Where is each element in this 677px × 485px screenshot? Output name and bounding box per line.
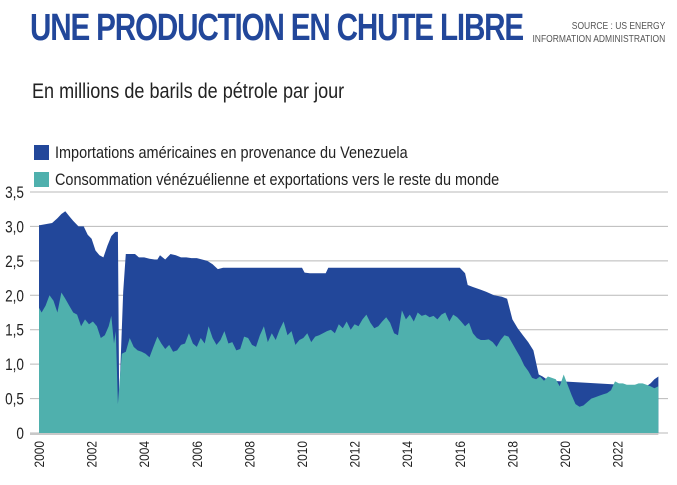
x-tick-label: 2012: [347, 441, 363, 467]
x-tick-label: 2014: [399, 441, 415, 467]
y-tick-label: 2,0: [5, 287, 24, 306]
y-tick-label: 0,5: [5, 390, 24, 409]
chart-areas: [30, 211, 659, 435]
x-tick-label: 2004: [136, 441, 152, 467]
y-tick-label: 0: [16, 425, 24, 444]
legend-item-other: Consommation vénézuélienne et exportatio…: [34, 166, 578, 193]
source-line-1: SOURCE : US ENERGY: [571, 21, 665, 32]
source-line-2: INFORMATION ADMINISTRATION: [532, 34, 665, 45]
x-tick-label: 2010: [294, 441, 310, 467]
x-tick-label: 2006: [189, 441, 205, 467]
legend-label-us-imports: Importations américaines en provenance d…: [55, 142, 408, 162]
y-tick-label: 2,5: [5, 253, 24, 272]
legend-swatch-us-imports: [34, 145, 49, 160]
x-tick-label: 2008: [241, 441, 257, 467]
x-tick-label: 2000: [31, 441, 47, 467]
legend-item-us-imports: Importations américaines en provenance d…: [34, 139, 578, 166]
legend-label-other: Consommation vénézuélienne et exportatio…: [55, 169, 500, 189]
x-tick-label: 2022: [610, 441, 626, 467]
x-axis: 2000 2002 2004 2006 2008 2010 2012 2014 2016 2018…: [31, 441, 626, 467]
source-note: SOURCE : US ENERGY INFORMATION ADMINISTR…: [532, 20, 665, 46]
legend: Importations américaines en provenance d…: [34, 139, 578, 193]
y-tick-label: 1,0: [5, 356, 24, 375]
x-tick-label: 2018: [504, 441, 520, 467]
x-tick-label: 2002: [84, 441, 100, 467]
y-tick-label: 3,5: [5, 184, 24, 203]
chart-title: UNE PRODUCTION EN CHUTE LIBRE: [30, 7, 524, 49]
area-other-consumption-exports: [39, 292, 659, 433]
x-tick-label: 2020: [557, 441, 573, 467]
y-tick-label: 1,5: [5, 321, 24, 340]
y-axis: 0 0,5 1,0 1,5 2,0 2,5 3,0 3,5: [5, 184, 24, 444]
legend-swatch-other: [34, 172, 49, 187]
y-tick-label: 3,0: [5, 218, 24, 237]
chart-subtitle: En millions de barils de pétrole par jou…: [32, 80, 345, 103]
x-tick-label: 2016: [452, 441, 468, 467]
